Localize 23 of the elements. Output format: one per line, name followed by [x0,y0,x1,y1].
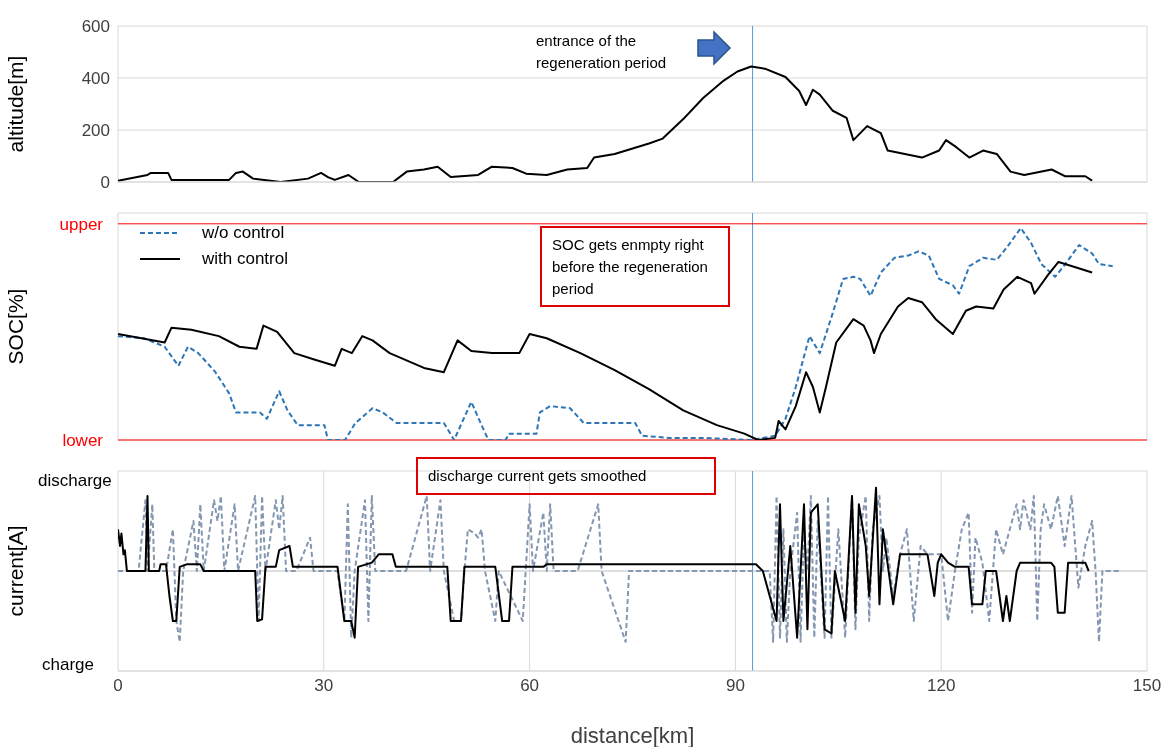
annotation: entrance of the regeneration period [536,31,668,73]
y-tick-label: 600 [81,17,110,37]
annotation: SOC gets enmpty right before the regeneration period [540,226,730,308]
y-axis-title: altitude[m] [4,55,28,153]
text: charge [42,654,95,676]
legend-label: with control [202,248,288,270]
x-tick-label: 120 [927,676,956,696]
x-tick-label: 30 [314,676,334,696]
y-axis-title: SOC[%] [4,288,28,365]
x-tick-label: 150 [1132,676,1162,696]
x-tick-label: 0 [113,676,123,696]
text: discharge current gets smoothed [416,457,716,495]
y-tick-label: 0 [100,173,110,193]
x-tick-label: 90 [725,676,745,696]
y-tick-label: 400 [81,69,110,89]
x-tick-label: 60 [520,676,540,696]
ref-line-label: lower [62,431,104,451]
x-axis-title: distance[km] [570,723,695,747]
y-axis-title: current[A] [4,525,28,617]
text: discharge [38,470,113,492]
ref-line-label: upper [59,214,104,234]
y-tick-label: 200 [81,121,110,141]
legend-label: w/o control [202,222,285,244]
